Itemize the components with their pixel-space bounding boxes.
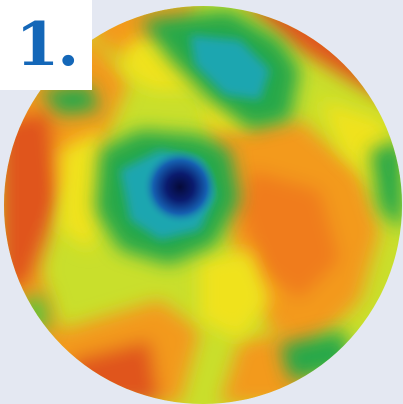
figure-label-box: 1. [0,0,92,90]
deep-minimum [142,149,218,225]
figure-number: 1. [15,10,79,80]
